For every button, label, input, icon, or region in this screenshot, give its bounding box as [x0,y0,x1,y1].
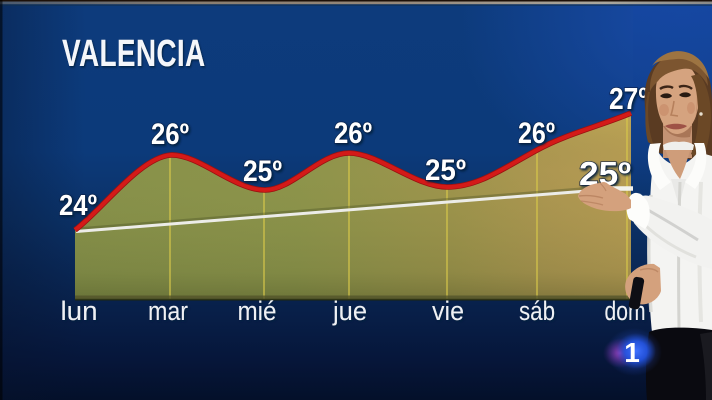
svg-text:VALENCIA: VALENCIA [62,33,206,75]
svg-text:lun: lun [61,296,98,326]
svg-text:jue: jue [332,296,367,326]
svg-text:26º: 26º [334,117,372,150]
svg-text:25º: 25º [243,155,282,188]
svg-text:sáb: sáb [519,296,555,326]
svg-text:vie: vie [432,296,464,326]
svg-text:26º: 26º [518,117,555,150]
svg-text:25º: 25º [425,154,466,187]
svg-text:26º: 26º [151,118,189,151]
svg-text:mar: mar [148,296,188,326]
svg-text:mié: mié [238,296,277,326]
svg-text:1: 1 [624,337,640,368]
svg-text:27º: 27º [609,81,648,116]
svg-text:24º: 24º [59,190,97,222]
